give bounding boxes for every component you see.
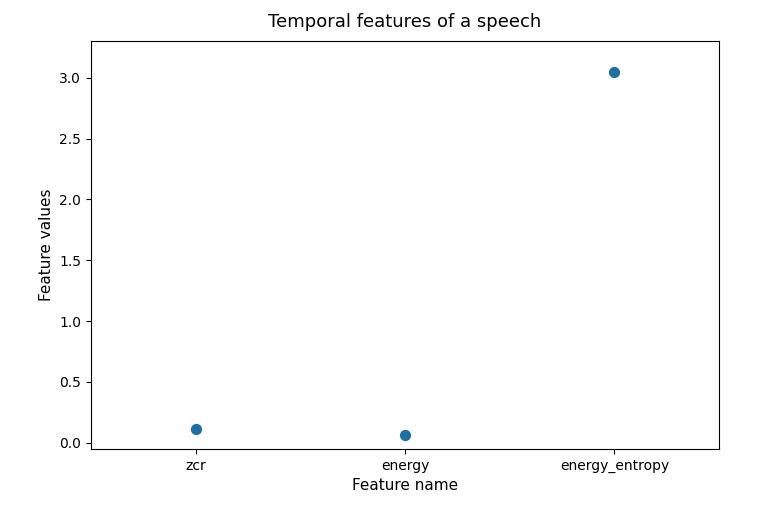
- Y-axis label: Feature values: Feature values: [39, 189, 54, 301]
- Point: [189, 425, 201, 433]
- Point: [609, 68, 621, 76]
- Point: [399, 431, 411, 439]
- X-axis label: Feature name: Feature name: [352, 478, 458, 493]
- Title: Temporal features of a speech: Temporal features of a speech: [269, 13, 541, 31]
